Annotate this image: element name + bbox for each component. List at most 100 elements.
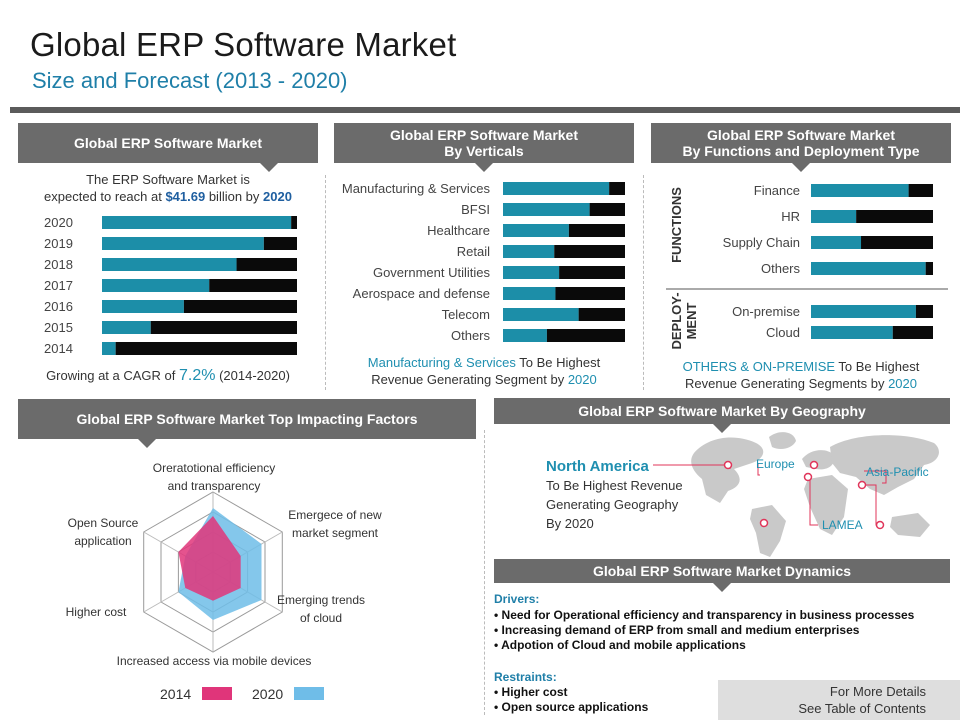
bar-label: 2017 (44, 278, 73, 293)
world-map-landmass (691, 432, 939, 557)
bar-segment-black (291, 216, 297, 229)
radar-axis-label: Higher cost (66, 605, 127, 619)
panel5-heading-text: Global ERP Software Market By Geography (578, 403, 866, 419)
bar-segment-black (915, 305, 933, 318)
bar-segment-black (609, 182, 625, 195)
bar-label: Retail (457, 244, 490, 259)
functions-deployment-chart: Finance HR Supply Chain Others On-premise Clo… (666, 183, 948, 350)
panel4-heading: Global ERP Software Market Top Impacting… (18, 399, 476, 448)
panel5-heading: Global ERP Software Market By Geography (494, 398, 950, 433)
panel1-intro-year: 2020 (263, 189, 292, 204)
panel2-heading-line1: Global ERP Software Market (389, 127, 578, 143)
geography-highlight: North America (546, 458, 649, 475)
panel1-cagr-value: 7.2% (179, 367, 216, 384)
marker-asia-2 (875, 520, 885, 530)
deployment-label-2: MENT (684, 303, 699, 340)
marker-asia-1 (857, 480, 867, 490)
bar-segment-teal (503, 224, 569, 237)
panel1-intro-line1: The ERP Software Market is (86, 172, 250, 187)
bar-label: 2015 (44, 320, 73, 335)
radar-axis-label: Emerging trends of cloud (277, 593, 365, 625)
bar-segment-teal (102, 237, 264, 250)
radar-series-2014 (178, 516, 241, 601)
bar-segment-black (578, 308, 625, 321)
bar-segment-teal (503, 308, 579, 321)
bar-label: Government Utilities (373, 265, 491, 280)
bar-label: Cloud (766, 325, 800, 340)
bar-segment-black (856, 210, 933, 223)
separator-1 (325, 175, 326, 390)
bar-segment-teal (102, 321, 151, 334)
panel1-cagr-post: (2014-2020) (215, 368, 290, 383)
separator-2 (643, 175, 644, 390)
geography-callout: North America To Be Highest Revenue Gene… (546, 457, 706, 533)
panel3-note-year: 2020 (888, 376, 917, 391)
bar-segment-black (908, 184, 933, 197)
bar-label: Supply Chain (723, 235, 800, 250)
bar-segment-black (925, 262, 933, 275)
bar-label: 2018 (44, 257, 73, 272)
panel3-note-highlight: OTHERS & ON-PREMISE (682, 359, 836, 374)
marker-lamea (759, 518, 769, 528)
bar-label: On-premise (732, 304, 800, 319)
bar-segment-teal (811, 210, 857, 223)
bar-segment-teal (102, 216, 292, 229)
driver-item-1: • Need for Operational efficiency and tr… (494, 608, 915, 622)
panel6-heading-text: Global ERP Software Market Dynamics (592, 563, 852, 579)
panel1-cagr-pre: Growing at a CAGR of (46, 368, 180, 383)
panel2-heading-line2: By Verticals (444, 143, 524, 159)
header-divider (10, 107, 960, 113)
map-label-europe: Europe (756, 457, 795, 471)
legend-label-2020: 2020 (252, 686, 283, 702)
panel1-heading-text: Global ERP Software Market (73, 135, 262, 151)
panel3-note: OTHERS & ON-PREMISE To Be Highest Revenu… (651, 358, 951, 392)
bar-segment-teal (503, 245, 555, 258)
bar-segment-black (236, 258, 297, 271)
bar-segment-teal (102, 279, 210, 292)
more-details-box[interactable]: For More Details See Table of Contents (718, 680, 960, 720)
more-details-line1: For More Details (829, 684, 926, 699)
impacting-factors-radar: Oreratotional efficiency and transparency… (66, 461, 382, 702)
panel3-heading-line1: Global ERP Software Market (706, 127, 895, 143)
geography-line1: To Be Highest Revenue (546, 478, 683, 493)
bar-segment-teal (811, 326, 893, 339)
radar-axis-label: Oreratotional efficiency and transparency (153, 461, 276, 493)
radar-axis-label: Emergece of new market segment (288, 508, 382, 540)
yearly-market-chart: 2020 2019 2018 2017 2016 2015 2014 (44, 215, 298, 356)
bar-label: Others (761, 261, 801, 276)
bar-segment-teal (503, 287, 556, 300)
panel2-note-line2: Revenue Generating Segment by (371, 372, 568, 387)
driver-item-2: • Increasing demand of ERP from small an… (494, 623, 860, 637)
bar-segment-teal (503, 203, 590, 216)
panel2-note-year: 2020 (567, 372, 597, 387)
bar-segment-black (555, 287, 625, 300)
bar-segment-black (568, 224, 625, 237)
more-details-line2: See Table of Contents (798, 701, 926, 716)
bar-segment-black (263, 237, 297, 250)
bar-segment-black (554, 245, 625, 258)
bar-label: Others (451, 328, 491, 343)
world-map: Europe Asia-Pacific LAMEA (653, 432, 939, 557)
bar-segment-black (892, 326, 933, 339)
restraint-item-1: • Higher cost (494, 685, 568, 699)
panel2-heading: Global ERP Software Market By Verticals (334, 123, 634, 172)
panel1-intro-mid: billion by (205, 189, 264, 204)
page-title: Global ERP Software Market (30, 26, 457, 63)
panel3-heading: Global ERP Software Market By Functions … (651, 123, 951, 172)
legend-swatch-2020 (294, 687, 324, 700)
bar-label: Aerospace and defense (353, 286, 490, 301)
bar-label: Healthcare (427, 223, 490, 238)
bar-label: Finance (754, 183, 800, 198)
bar-segment-teal (811, 262, 926, 275)
panel1-intro-pre: expected to reach at (44, 189, 166, 204)
bar-label: 2014 (44, 341, 73, 356)
marker-europe-1 (809, 460, 819, 470)
bar-segment-teal (811, 236, 862, 249)
geography-line2: Generating Geography (546, 497, 679, 512)
restraints-heading: Restraints: (494, 670, 557, 684)
bar-segment-teal (503, 182, 610, 195)
panel6-heading: Global ERP Software Market Dynamics (494, 559, 950, 592)
bar-label: Telecom (442, 307, 490, 322)
drivers-heading: Drivers: (494, 592, 540, 606)
bar-segment-black (861, 236, 933, 249)
